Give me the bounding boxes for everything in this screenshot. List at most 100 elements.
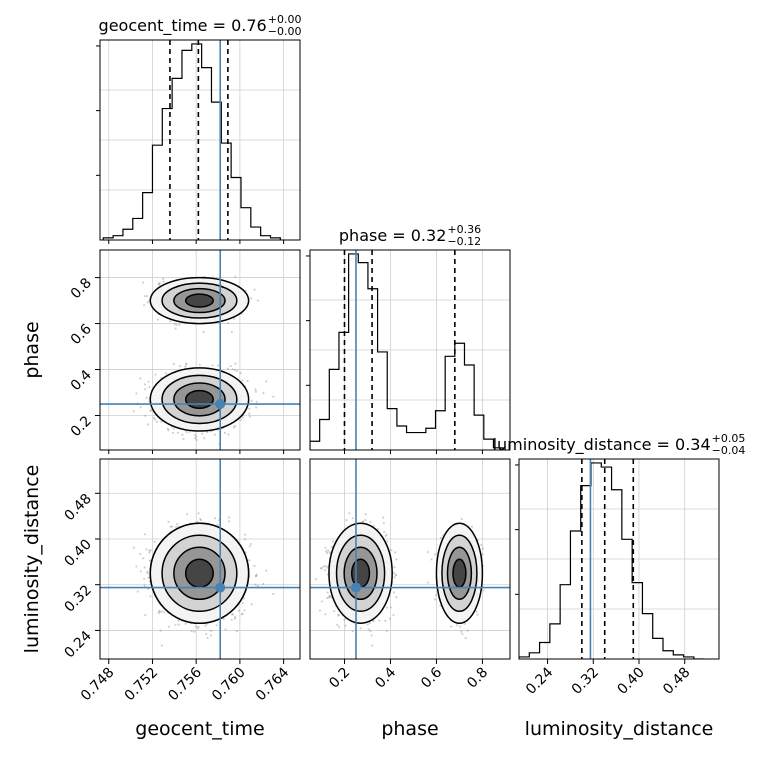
sample-point (243, 538, 247, 541)
sample-point (144, 414, 147, 417)
sample-point (135, 565, 138, 568)
sample-point (139, 377, 142, 380)
sample-point (242, 597, 245, 600)
sample-point (249, 542, 253, 546)
sample-point (234, 275, 237, 278)
sample-point (159, 629, 162, 632)
sample-point (190, 630, 193, 633)
sample-point (160, 610, 163, 613)
sample-point (147, 380, 150, 383)
sample-point (243, 533, 247, 536)
sample-point (163, 611, 166, 614)
sample-point (229, 364, 232, 368)
sample-point (148, 549, 151, 552)
sample-point (254, 575, 257, 578)
sample-point (158, 282, 161, 285)
sample-point (230, 330, 233, 334)
sample-point (143, 577, 146, 580)
sample-point (230, 618, 233, 621)
sample-point (162, 280, 165, 283)
sample-point (181, 433, 184, 436)
sample-point (201, 432, 204, 435)
sample-point (272, 395, 275, 398)
sample-point (144, 614, 147, 617)
sample-point (166, 427, 169, 430)
sample-point (158, 610, 161, 613)
sample-point (233, 424, 237, 428)
sample-point (135, 392, 138, 395)
sample-point (226, 367, 230, 370)
contour-line (161, 374, 238, 425)
sample-point (145, 548, 148, 551)
sample-point (169, 320, 172, 323)
sample-point (185, 363, 188, 366)
sample-point (256, 299, 259, 302)
panel-geocent_time-vs-geocent_time (96, 39, 301, 241)
sample-point (250, 399, 253, 402)
panel-frame (518, 458, 720, 660)
sample-point (237, 609, 240, 612)
sample-point (149, 549, 152, 552)
sample-point (227, 433, 230, 436)
sample-point (136, 590, 139, 593)
sample-point (249, 297, 253, 300)
sample-point (142, 557, 145, 560)
sample-point (210, 629, 213, 632)
sample-point (164, 372, 168, 375)
sample-point (167, 520, 170, 524)
sample-point (211, 364, 214, 367)
sample-point (172, 427, 175, 430)
sample-point (148, 385, 151, 389)
sample-point (241, 379, 244, 382)
sample-point (234, 362, 237, 365)
sample-point (240, 613, 243, 616)
sample-point (175, 323, 178, 326)
sample-point (154, 418, 157, 421)
sample-point (139, 552, 142, 556)
sample-point (265, 380, 268, 383)
sample-point (262, 392, 265, 395)
sample-point (142, 281, 145, 284)
panel-frame (99, 39, 301, 241)
sample-point (223, 431, 227, 434)
sample-point (160, 420, 163, 423)
sample-point (231, 613, 234, 616)
panel-luminosity_distance-vs-geocent_time (99, 458, 301, 660)
sample-point (186, 513, 189, 516)
sample-point (228, 516, 231, 519)
sample-point (146, 570, 149, 573)
sample-point (246, 379, 249, 383)
sample-point (157, 282, 160, 285)
contour-line (161, 282, 238, 319)
sample-point (216, 523, 219, 526)
sample-point (250, 603, 253, 606)
density-fill (185, 294, 214, 308)
panel-frame (99, 249, 301, 451)
sample-point (185, 431, 188, 434)
sample-point (255, 400, 258, 403)
sample-point (173, 322, 176, 325)
sample-point (197, 512, 200, 515)
histogram-phase (310, 253, 504, 450)
sample-point (132, 410, 135, 413)
sample-point (144, 388, 147, 391)
sample-point (146, 295, 149, 298)
sample-point (155, 420, 158, 423)
sample-point (149, 595, 152, 598)
sample-point (236, 369, 239, 373)
sample-point (199, 519, 202, 522)
sample-point (234, 616, 237, 619)
sample-point (172, 362, 175, 366)
sample-point (175, 525, 178, 529)
panel-phase-vs-phase (306, 249, 511, 451)
histogram-geocent_time (102, 43, 281, 240)
sample-point (162, 277, 165, 280)
contour-line (149, 367, 250, 432)
sample-point (235, 630, 239, 633)
sample-point (147, 423, 150, 426)
sample-point (204, 624, 207, 627)
contour-line (149, 276, 250, 325)
sample-point (177, 619, 180, 622)
sample-point (184, 365, 187, 368)
